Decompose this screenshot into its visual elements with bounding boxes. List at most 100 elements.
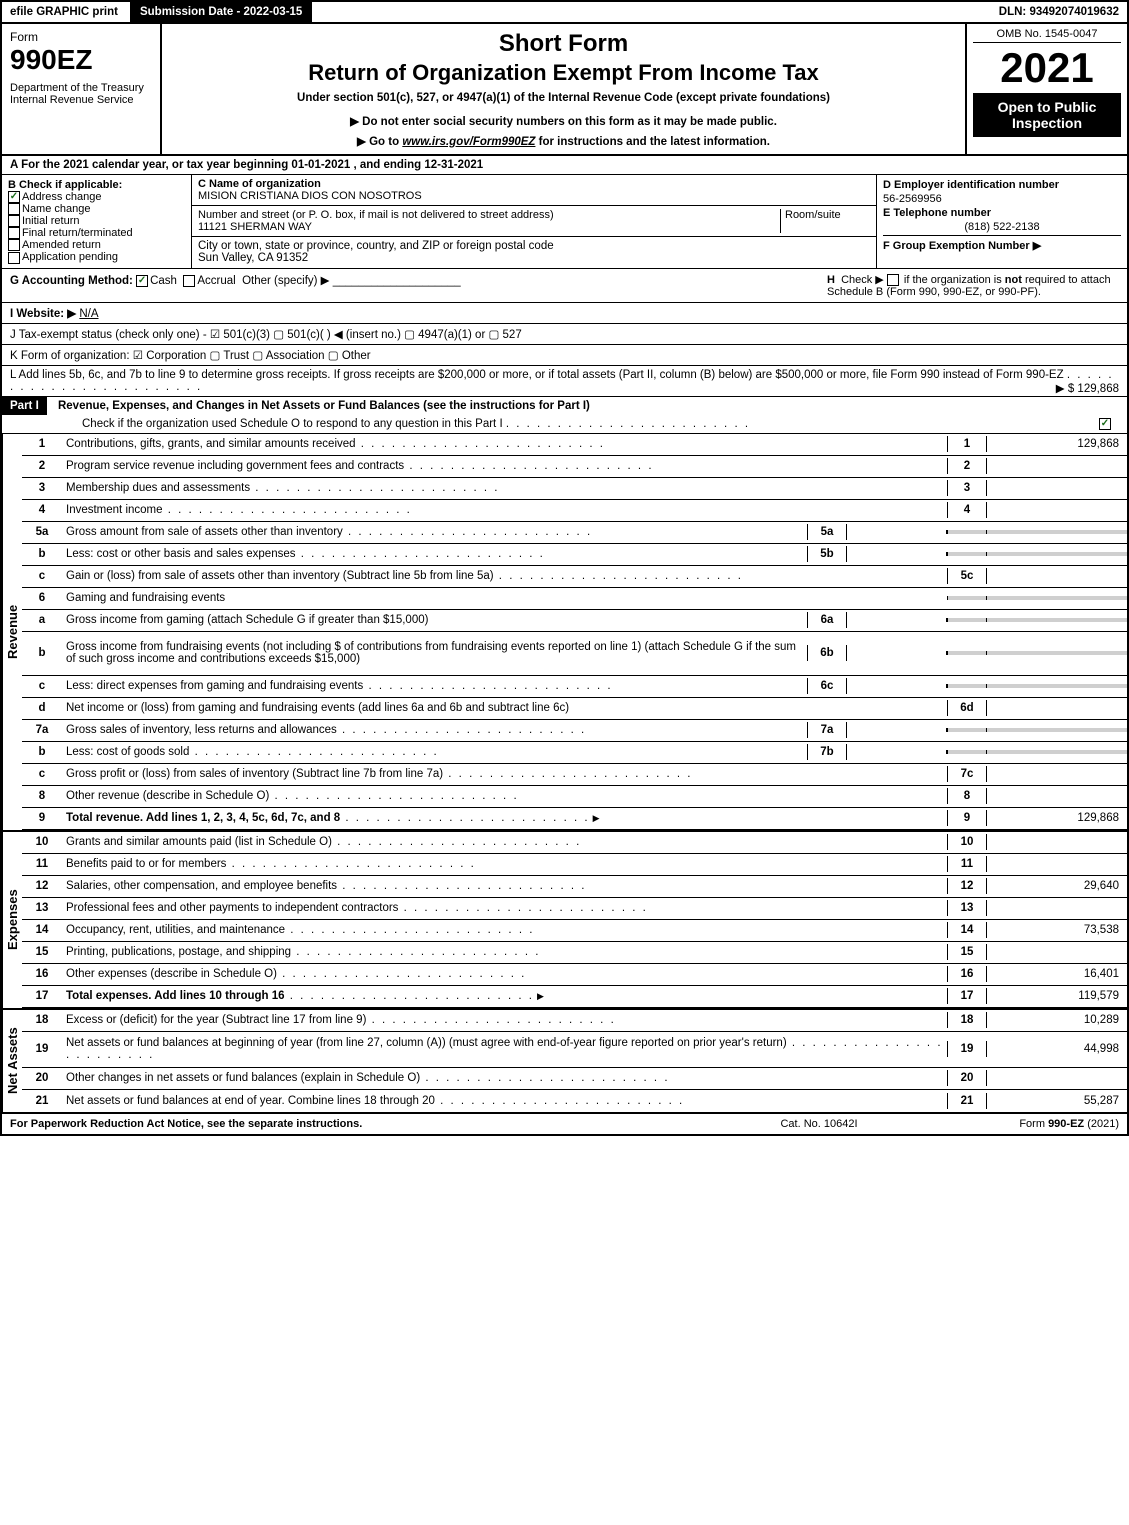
line-rnum: 12 bbox=[947, 878, 987, 894]
line-num: 3 bbox=[22, 480, 62, 496]
desc-text: Gross amount from sale of assets other t… bbox=[66, 526, 343, 538]
title-return: Return of Organization Exempt From Incom… bbox=[170, 60, 957, 86]
submission-date: Submission Date - 2022-03-15 bbox=[130, 2, 312, 22]
line-num: 11 bbox=[22, 856, 62, 872]
line-num: 16 bbox=[22, 966, 62, 982]
line-desc: Other changes in net assets or fund bala… bbox=[62, 1070, 947, 1086]
dots bbox=[343, 526, 592, 538]
line-subnum: 7b bbox=[807, 744, 847, 760]
line-rval bbox=[987, 772, 1127, 776]
line-rnum: 9 bbox=[947, 810, 987, 826]
org-name-cell: C Name of organization MISION CRISTIANA … bbox=[192, 175, 876, 206]
under-section: Under section 501(c), 527, or 4947(a)(1)… bbox=[170, 92, 957, 104]
omb-number: OMB No. 1545-0047 bbox=[973, 28, 1121, 43]
line-rnum: 19 bbox=[947, 1041, 987, 1057]
line-num: c bbox=[22, 568, 62, 584]
netassets-group: Net Assets 18Excess or (deficit) for the… bbox=[2, 1008, 1127, 1112]
desc-text: Other changes in net assets or fund bala… bbox=[66, 1072, 420, 1084]
title-short-form: Short Form bbox=[170, 30, 957, 58]
line-rnum bbox=[947, 596, 987, 600]
footer-right-post: (2021) bbox=[1084, 1118, 1119, 1130]
line-desc: Net assets or fund balances at end of ye… bbox=[62, 1093, 947, 1109]
checkbox-icon[interactable] bbox=[1099, 418, 1111, 430]
chk-address-change[interactable]: Address change bbox=[8, 191, 185, 203]
desc-text: Gross profit or (loss) from sales of inv… bbox=[66, 768, 443, 780]
desc-text: Membership dues and assessments bbox=[66, 482, 250, 494]
line-subval bbox=[847, 750, 947, 754]
line-num: b bbox=[22, 744, 62, 760]
line-rnum: 15 bbox=[947, 944, 987, 960]
line-desc: Other revenue (describe in Schedule O) bbox=[62, 788, 947, 804]
row-i: I Website: ▶ N/A bbox=[2, 303, 1127, 324]
dots bbox=[269, 790, 518, 802]
tax-year: 2021 bbox=[973, 47, 1121, 89]
chk-amended-return[interactable]: Amended return bbox=[8, 239, 185, 251]
room-label: Room/suite bbox=[780, 209, 870, 233]
line-7b: bLess: cost of goods sold7b bbox=[22, 742, 1127, 764]
line-desc: Gaming and fundraising events bbox=[62, 590, 947, 606]
expenses-group: Expenses 10Grants and similar amounts pa… bbox=[2, 830, 1127, 1008]
line-10: 10Grants and similar amounts paid (list … bbox=[22, 832, 1127, 854]
open-public-badge: Open to Public Inspection bbox=[973, 93, 1121, 137]
checkbox-icon[interactable] bbox=[887, 274, 899, 286]
line-rnum: 3 bbox=[947, 480, 987, 496]
line-desc: Net assets or fund balances at beginning… bbox=[62, 1035, 947, 1063]
line-desc: Gross income from gaming (attach Schedul… bbox=[62, 612, 807, 628]
desc-text: Benefits paid to or for members bbox=[66, 858, 226, 870]
website-value: N/A bbox=[79, 308, 98, 320]
chk-label: Address change bbox=[22, 191, 102, 203]
desc-text: Contributions, gifts, grants, and simila… bbox=[66, 438, 356, 450]
line-rnum: 8 bbox=[947, 788, 987, 804]
goto-line: ▶ Go to www.irs.gov/Form990EZ for instru… bbox=[170, 134, 957, 148]
line-rval: 29,640 bbox=[987, 878, 1127, 894]
line-desc: Gross income from fundraising events (no… bbox=[62, 639, 807, 667]
line-rval: 10,289 bbox=[987, 1012, 1127, 1028]
line-num: 20 bbox=[22, 1070, 62, 1086]
line-num: 7a bbox=[22, 722, 62, 738]
line-19: 19Net assets or fund balances at beginni… bbox=[22, 1032, 1127, 1068]
side-revenue: Revenue bbox=[2, 434, 22, 830]
efile-label: efile GRAPHIC print bbox=[2, 2, 126, 22]
g-cash: Cash bbox=[150, 275, 177, 287]
line-5a: 5aGross amount from sale of assets other… bbox=[22, 522, 1127, 544]
line-6b: bGross income from fundraising events (n… bbox=[22, 632, 1127, 676]
org-name-label: C Name of organization bbox=[198, 178, 870, 190]
line-8: 8Other revenue (describe in Schedule O)8 bbox=[22, 786, 1127, 808]
line-rval: 119,579 bbox=[987, 988, 1127, 1004]
g-label: G Accounting Method: bbox=[10, 275, 133, 287]
line-subnum: 5b bbox=[807, 546, 847, 562]
line-subval bbox=[847, 684, 947, 688]
dots bbox=[363, 680, 612, 692]
line-rnum: 20 bbox=[947, 1070, 987, 1086]
desc-text: Other expenses (describe in Schedule O) bbox=[66, 968, 277, 980]
dots bbox=[296, 548, 545, 560]
dots bbox=[285, 924, 534, 936]
line-rnum: 10 bbox=[947, 834, 987, 850]
line-desc: Professional fees and other payments to … bbox=[62, 900, 947, 916]
row-bcde: B Check if applicable: Address change Na… bbox=[2, 175, 1127, 269]
header-right: OMB No. 1545-0047 2021 Open to Public In… bbox=[967, 24, 1127, 154]
chk-application-pending[interactable]: Application pending bbox=[8, 251, 185, 263]
checkbox-icon bbox=[8, 191, 20, 203]
line-subval bbox=[847, 618, 947, 622]
checkbox-icon bbox=[136, 275, 148, 287]
line-num: d bbox=[22, 700, 62, 716]
desc-text: Excess or (deficit) for the year (Subtra… bbox=[66, 1014, 366, 1026]
phone-value: (818) 522-2138 bbox=[883, 219, 1121, 235]
desc-text: Program service revenue including govern… bbox=[66, 460, 404, 472]
expenses-lines: 10Grants and similar amounts paid (list … bbox=[22, 832, 1127, 1008]
checkbox-icon bbox=[8, 239, 20, 251]
line-rval bbox=[987, 684, 1127, 688]
chk-initial-return[interactable]: Initial return bbox=[8, 215, 185, 227]
dots bbox=[398, 902, 647, 914]
line-num: c bbox=[22, 678, 62, 694]
desc-text: Salaries, other compensation, and employ… bbox=[66, 880, 337, 892]
g-accrual: Accrual bbox=[197, 275, 235, 287]
line-rnum bbox=[947, 618, 987, 622]
line-rnum: 17 bbox=[947, 988, 987, 1004]
line-num: c bbox=[22, 766, 62, 782]
chk-name-change[interactable]: Name change bbox=[8, 203, 185, 215]
chk-final-return[interactable]: Final return/terminated bbox=[8, 227, 185, 239]
line-num: 10 bbox=[22, 834, 62, 850]
goto-link[interactable]: www.irs.gov/Form990EZ bbox=[402, 136, 535, 148]
